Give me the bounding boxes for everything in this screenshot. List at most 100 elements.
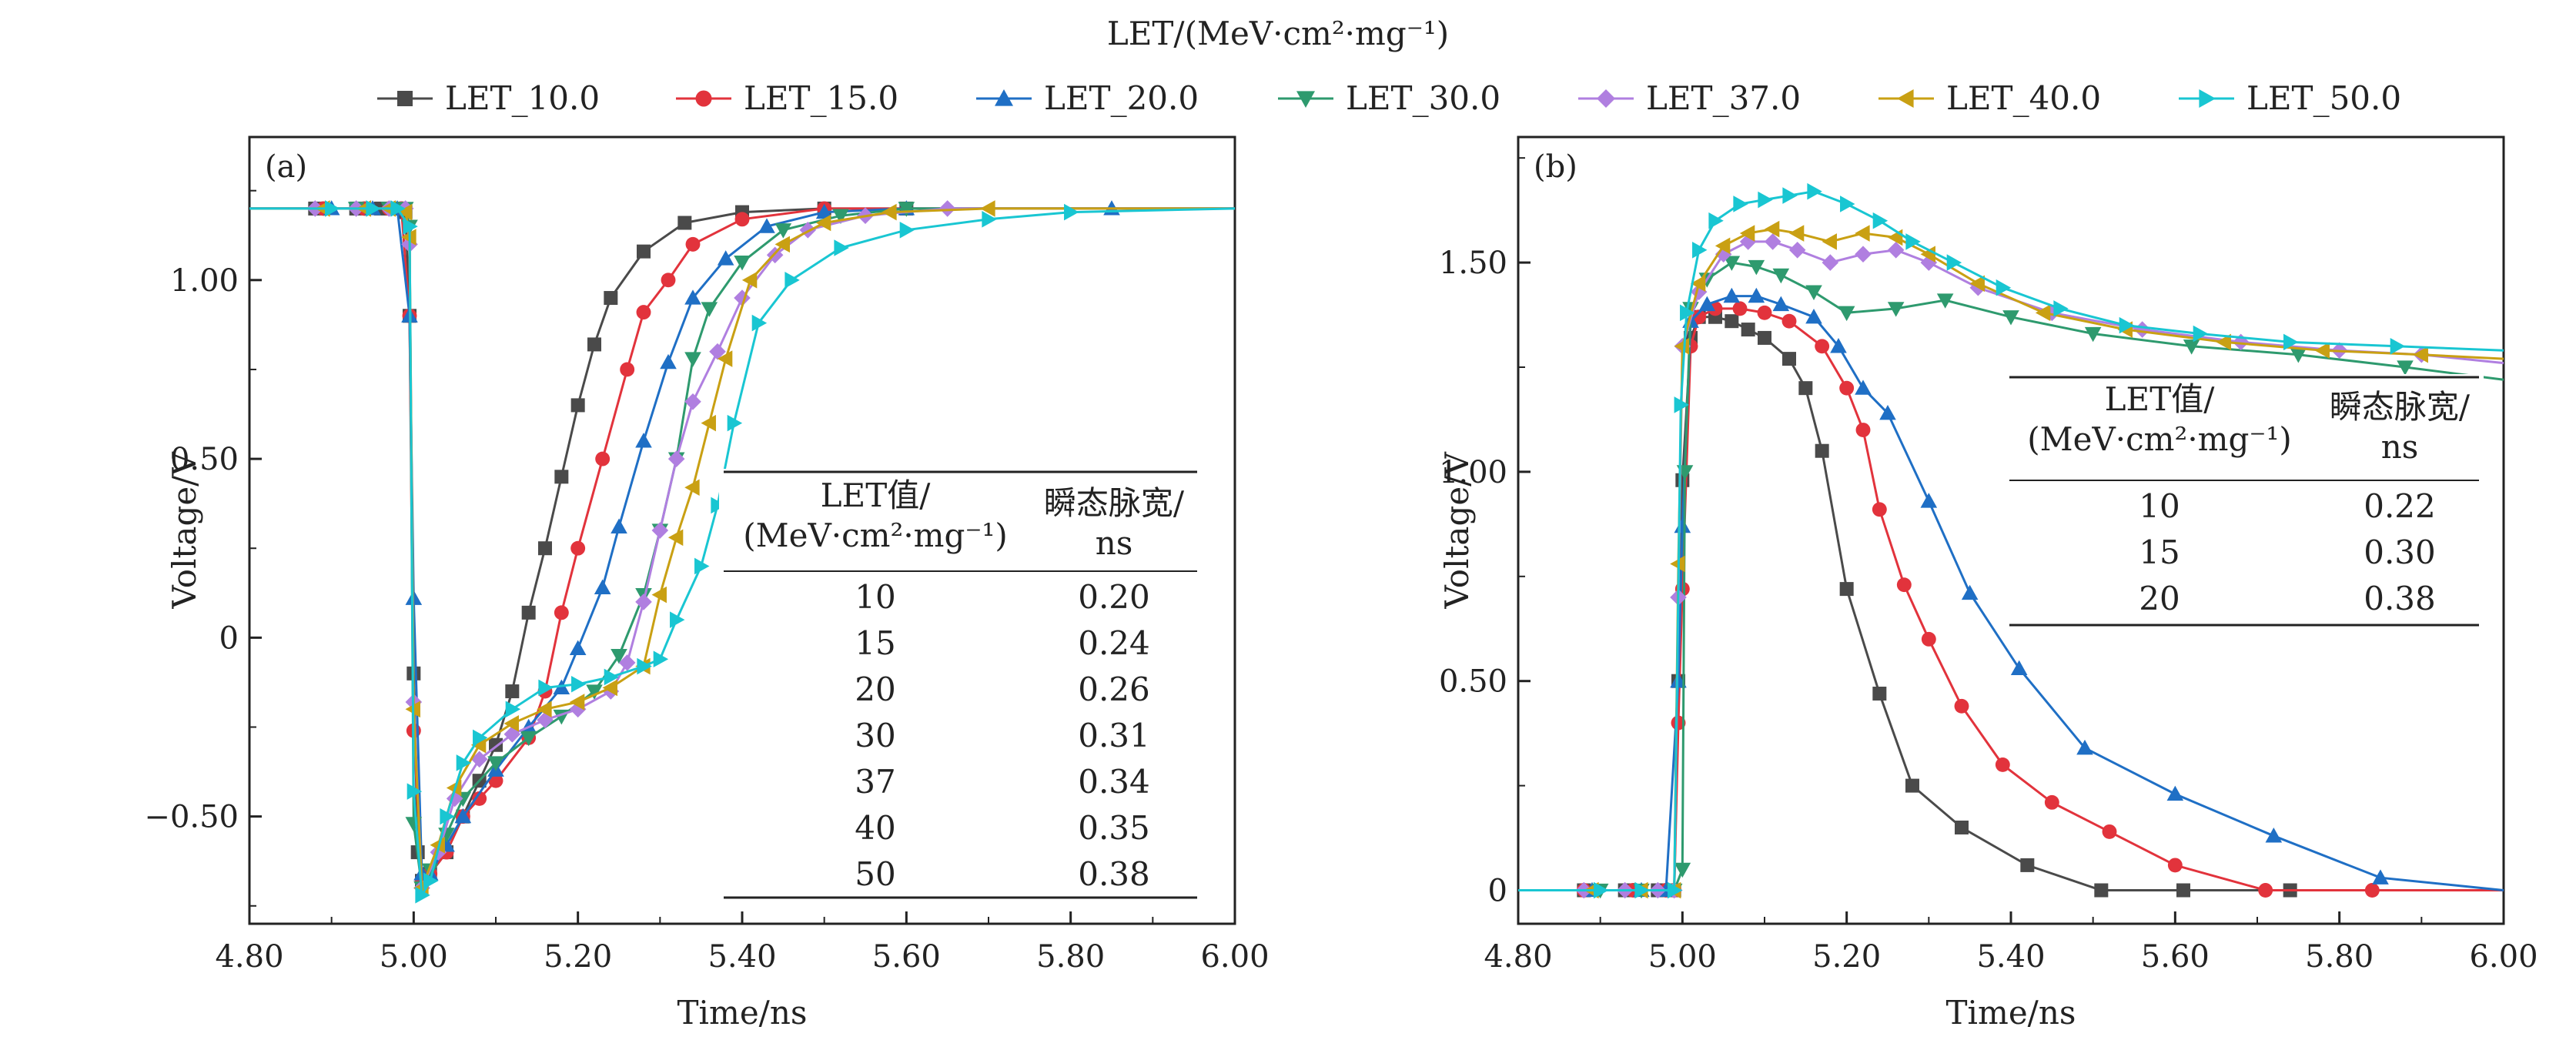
table-cell-let: 10 (2139, 487, 2180, 525)
legend-label: LET_20.0 (1044, 79, 1199, 117)
data-point (520, 731, 537, 747)
data-point (1822, 254, 1839, 271)
legend-marker (695, 90, 712, 107)
data-point (487, 756, 504, 771)
data-point (454, 808, 472, 824)
legend-marker (2199, 89, 2216, 108)
panel-label: (a) (265, 149, 307, 185)
y-tick-label: 1.00 (1439, 455, 1507, 490)
x-tick-label: 5.60 (2141, 939, 2210, 975)
data-point (785, 272, 800, 289)
data-point (758, 218, 775, 233)
table-cell-width: 0.24 (1078, 624, 1150, 662)
data-point (503, 725, 521, 743)
data-point (1920, 493, 1938, 508)
y-tick-label: 0.50 (170, 442, 239, 477)
table-cell-width: 0.35 (1078, 809, 1150, 847)
data-point (1830, 338, 1847, 353)
data-point (1822, 233, 1837, 250)
data-point (1815, 443, 1829, 458)
data-point (1788, 225, 1805, 242)
series-line (249, 207, 1236, 899)
data-point (1955, 820, 1969, 834)
data-point (1879, 404, 1896, 420)
data-point (1995, 757, 2010, 772)
data-point (661, 273, 676, 288)
data-point (635, 594, 652, 610)
data-point (1748, 259, 1765, 276)
data-point (701, 302, 718, 317)
data-point (2314, 342, 2330, 359)
data-point (569, 640, 587, 655)
data-point (636, 305, 651, 320)
data-point (2397, 360, 2414, 376)
data-point (1748, 287, 1765, 303)
inset-table: LET值/(MeV·cm²·mg⁻¹) 瞬态脉宽/ns 10 0.20 15 0.24 20… (719, 469, 1202, 901)
table-cell-let: 15 (855, 624, 895, 662)
data-point (1732, 301, 1748, 316)
table-cell-let: 37 (855, 763, 895, 801)
x-tick-label: 5.20 (544, 939, 612, 975)
y-tick-label: 1.00 (170, 263, 239, 299)
data-point (684, 289, 701, 305)
data-point (1674, 862, 1691, 878)
data-point (2413, 346, 2428, 363)
series-LET_50.0 (1518, 182, 2504, 899)
data-point (1855, 246, 1872, 263)
series-LET_40.0 (249, 200, 1235, 897)
legend-marker (995, 89, 1013, 106)
data-point (456, 754, 472, 771)
data-point (1855, 423, 1871, 437)
table-cell-let: 20 (855, 670, 895, 708)
data-point (834, 239, 849, 256)
data-point (1887, 241, 1905, 259)
data-point (709, 343, 726, 360)
table-cell-let: 15 (2139, 533, 2180, 571)
data-point (2183, 339, 2200, 355)
data-point (2102, 824, 2117, 839)
data-point (2094, 883, 2109, 898)
data-point (505, 684, 520, 699)
data-point (1782, 187, 1798, 204)
legend-label: LET_30.0 (1346, 79, 1500, 117)
data-point (503, 715, 519, 732)
data-point (325, 200, 340, 217)
data-point (1872, 687, 1887, 701)
x-axis-label: Time/ns (677, 994, 808, 1032)
data-point (1807, 182, 1822, 200)
data-point (403, 218, 418, 235)
data-point (1855, 225, 1870, 242)
legend-label: LET_40.0 (1946, 79, 2101, 117)
data-point (1739, 233, 1757, 250)
data-point (1920, 246, 1935, 263)
legend-title: LET/(MeV·cm²·mg⁻¹) (1107, 15, 1449, 52)
data-point (2076, 739, 2093, 755)
data-point (611, 518, 627, 533)
data-point (1969, 275, 1985, 293)
data-point (1961, 584, 1979, 600)
data-point (537, 711, 554, 729)
x-tick-label: 5.20 (1812, 939, 1881, 975)
data-point (741, 272, 758, 289)
data-point (595, 451, 611, 466)
data-point (2216, 333, 2231, 351)
y-tick-label: −0.50 (144, 800, 239, 835)
data-point (2265, 828, 2283, 843)
data-point (1634, 881, 1650, 899)
table-cell-width: 0.26 (1078, 670, 1150, 708)
data-point (571, 675, 587, 693)
data-point (2084, 326, 2102, 343)
data-point (1764, 233, 1781, 250)
data-point (1921, 631, 1936, 647)
table-cell-let: 40 (855, 809, 895, 847)
table-cell-width: 0.38 (1078, 855, 1150, 893)
data-point (2020, 858, 2035, 872)
data-point (473, 729, 488, 747)
data-point (727, 414, 743, 432)
data-point (980, 200, 995, 217)
data-point (1896, 577, 1912, 593)
data-point (667, 450, 685, 467)
table-cell-width: 0.34 (1078, 763, 1150, 801)
inset-table: LET值/(MeV·cm²·mg⁻¹) 瞬态脉宽/ns 10 0.22 15 0.30 20… (2005, 374, 2484, 628)
panel-a-plot: 4.80 5.00 5.20 5.40 5.60 5.80 6.00 1.00 0.50 0 −0.… (144, 135, 1270, 1032)
